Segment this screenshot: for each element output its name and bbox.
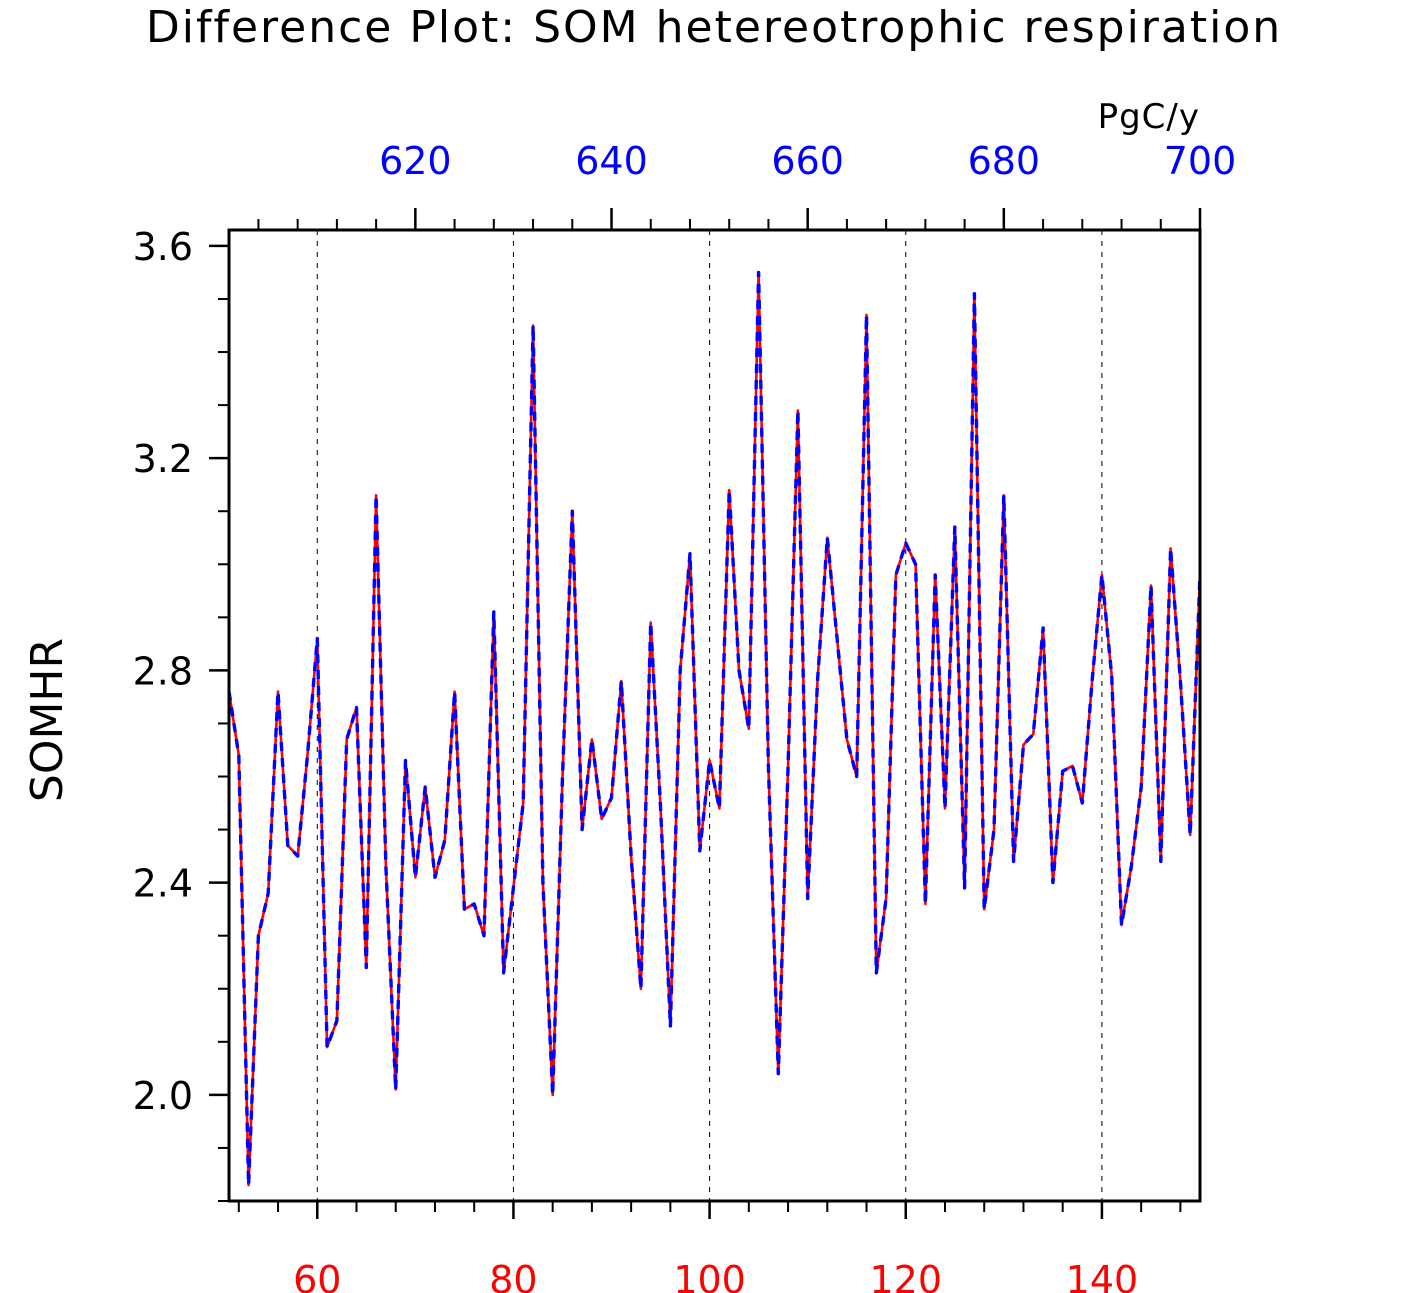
- grid-lines: [316, 230, 1103, 1201]
- x-tick-label: 100: [673, 1258, 746, 1293]
- x-tick-label: 120: [869, 1258, 942, 1293]
- top-tick-label: 700: [1164, 139, 1237, 183]
- y-tick-label: 2.8: [133, 649, 193, 693]
- x-tick-label: 140: [1066, 1258, 1139, 1293]
- plot-frame: [227, 228, 1202, 1203]
- series-line-1: [227, 271, 1202, 1187]
- series-lines: [227, 270, 1202, 1187]
- tick-labels: 60 80 100 120 140 620 640 660 680 700 2.0 2.4 2.8 3.2…: [133, 139, 1237, 1293]
- y-tick-label: 3.2: [133, 437, 193, 481]
- series-line-2: [227, 270, 1202, 1187]
- units-label: PgC/y: [1098, 97, 1200, 137]
- top-tick-label: 680: [968, 139, 1041, 183]
- y-axis-label: SOMHR: [22, 638, 73, 802]
- x-tick-label: 80: [489, 1258, 537, 1293]
- y-tick-label: 2.4: [133, 862, 193, 906]
- y-tick-label: 2.0: [133, 1074, 193, 1118]
- top-tick-label: 620: [379, 139, 452, 183]
- axes: [209, 208, 1202, 1219]
- chart-title: Difference Plot: SOM hetereotrophic resp…: [146, 2, 1282, 53]
- x-tick-label: 60: [293, 1258, 341, 1293]
- y-tick-label: 3.6: [133, 225, 193, 269]
- top-tick-label: 640: [575, 139, 648, 183]
- top-tick-label: 660: [771, 139, 844, 183]
